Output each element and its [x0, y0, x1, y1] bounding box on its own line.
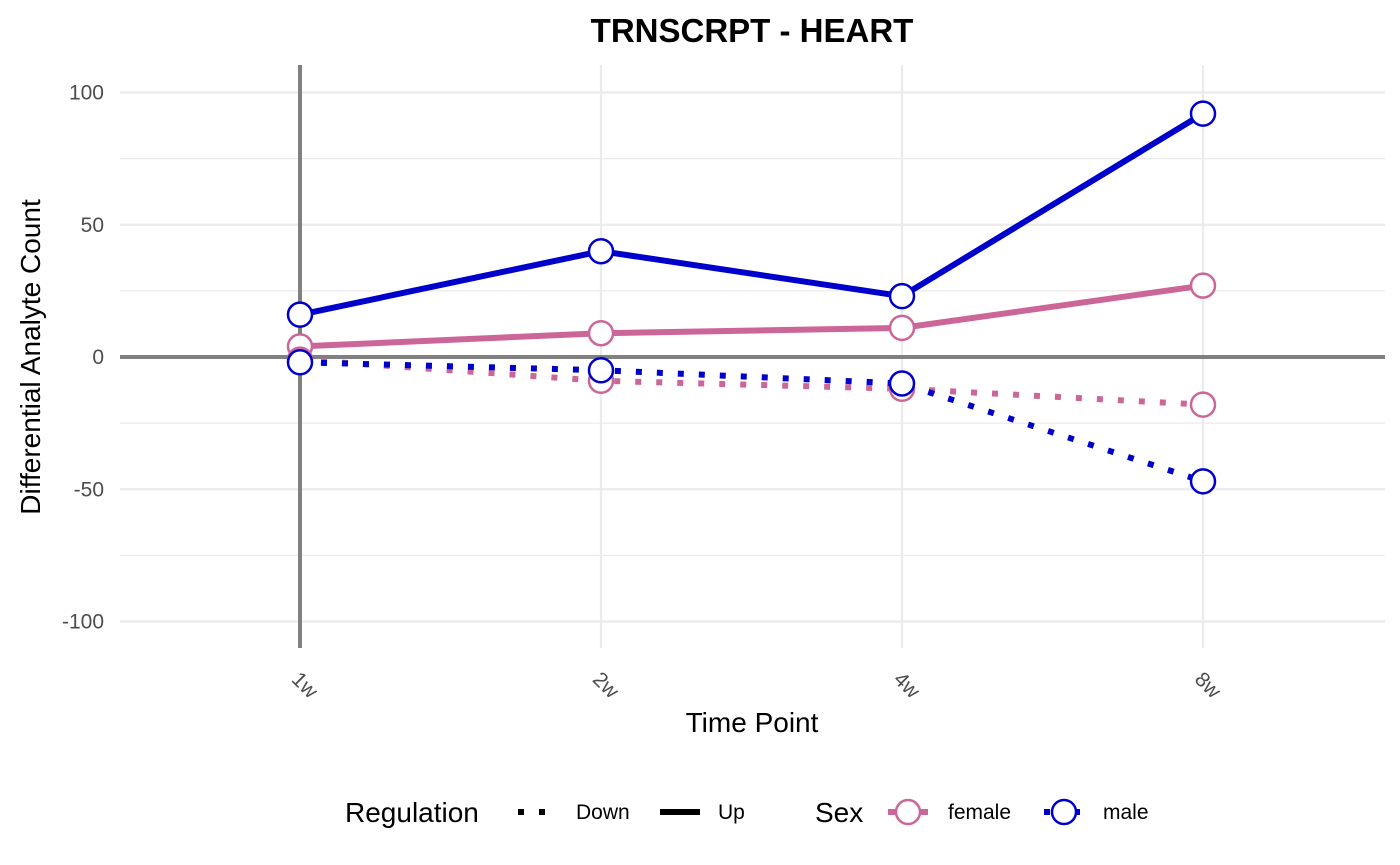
data-point-male-down — [888, 370, 916, 397]
series-line-male-down — [299, 359, 1204, 485]
legend-label-female: female — [948, 801, 1011, 824]
y-tick-label: 50 — [81, 214, 104, 237]
y-tick-label: -100 — [62, 611, 104, 634]
chart-title: TRNSCRPT - HEART — [591, 12, 914, 49]
legend-title-sex: Sex — [815, 797, 863, 828]
data-point-female-up — [888, 314, 916, 342]
data-point-male-down — [587, 356, 615, 384]
series-lines — [299, 111, 1205, 485]
legend-label-male: male — [1103, 801, 1149, 824]
data-point-female-down — [1189, 391, 1217, 418]
series-line-female-down — [299, 356, 1204, 408]
data-point-male-up — [587, 237, 615, 265]
data-point-male-down — [286, 349, 314, 376]
x-tick-label: 8w — [1190, 668, 1226, 704]
series-line-male-up — [299, 111, 1205, 318]
data-point-male-up — [286, 301, 314, 328]
x-tick-label: 1w — [287, 668, 323, 704]
data-point-female-up — [1189, 272, 1217, 299]
legend-key-circle — [894, 798, 922, 826]
y-axis-ticks: 100 50 0 -50 -100 — [62, 82, 104, 634]
x-axis-ticks: 1w 2w 4w 8w — [287, 668, 1226, 704]
legend-key-male — [1044, 798, 1084, 826]
series-line-female-up — [299, 282, 1204, 350]
legend-label-up: Up — [718, 801, 745, 824]
x-tick-label: 2w — [588, 668, 624, 704]
data-point-male-up — [1189, 100, 1217, 127]
y-axis-title: Differential Analyte Count — [15, 199, 46, 515]
data-points — [286, 100, 1217, 495]
data-point-female-up — [587, 319, 615, 347]
legend: Regulation Down Up Sex female male — [345, 797, 1149, 828]
legend-title-regulation: Regulation — [345, 797, 479, 828]
data-point-male-up — [888, 282, 916, 310]
x-tick-label: 4w — [889, 668, 925, 704]
legend-label-down: Down — [576, 801, 630, 824]
legend-key-female — [888, 798, 928, 826]
data-point-male-down — [1189, 468, 1217, 495]
x-axis-title: Time Point — [686, 707, 819, 738]
legend-key-circle — [1050, 798, 1078, 826]
y-tick-label: 100 — [69, 82, 104, 105]
y-tick-label: 0 — [92, 346, 104, 369]
y-tick-label: -50 — [74, 478, 104, 501]
